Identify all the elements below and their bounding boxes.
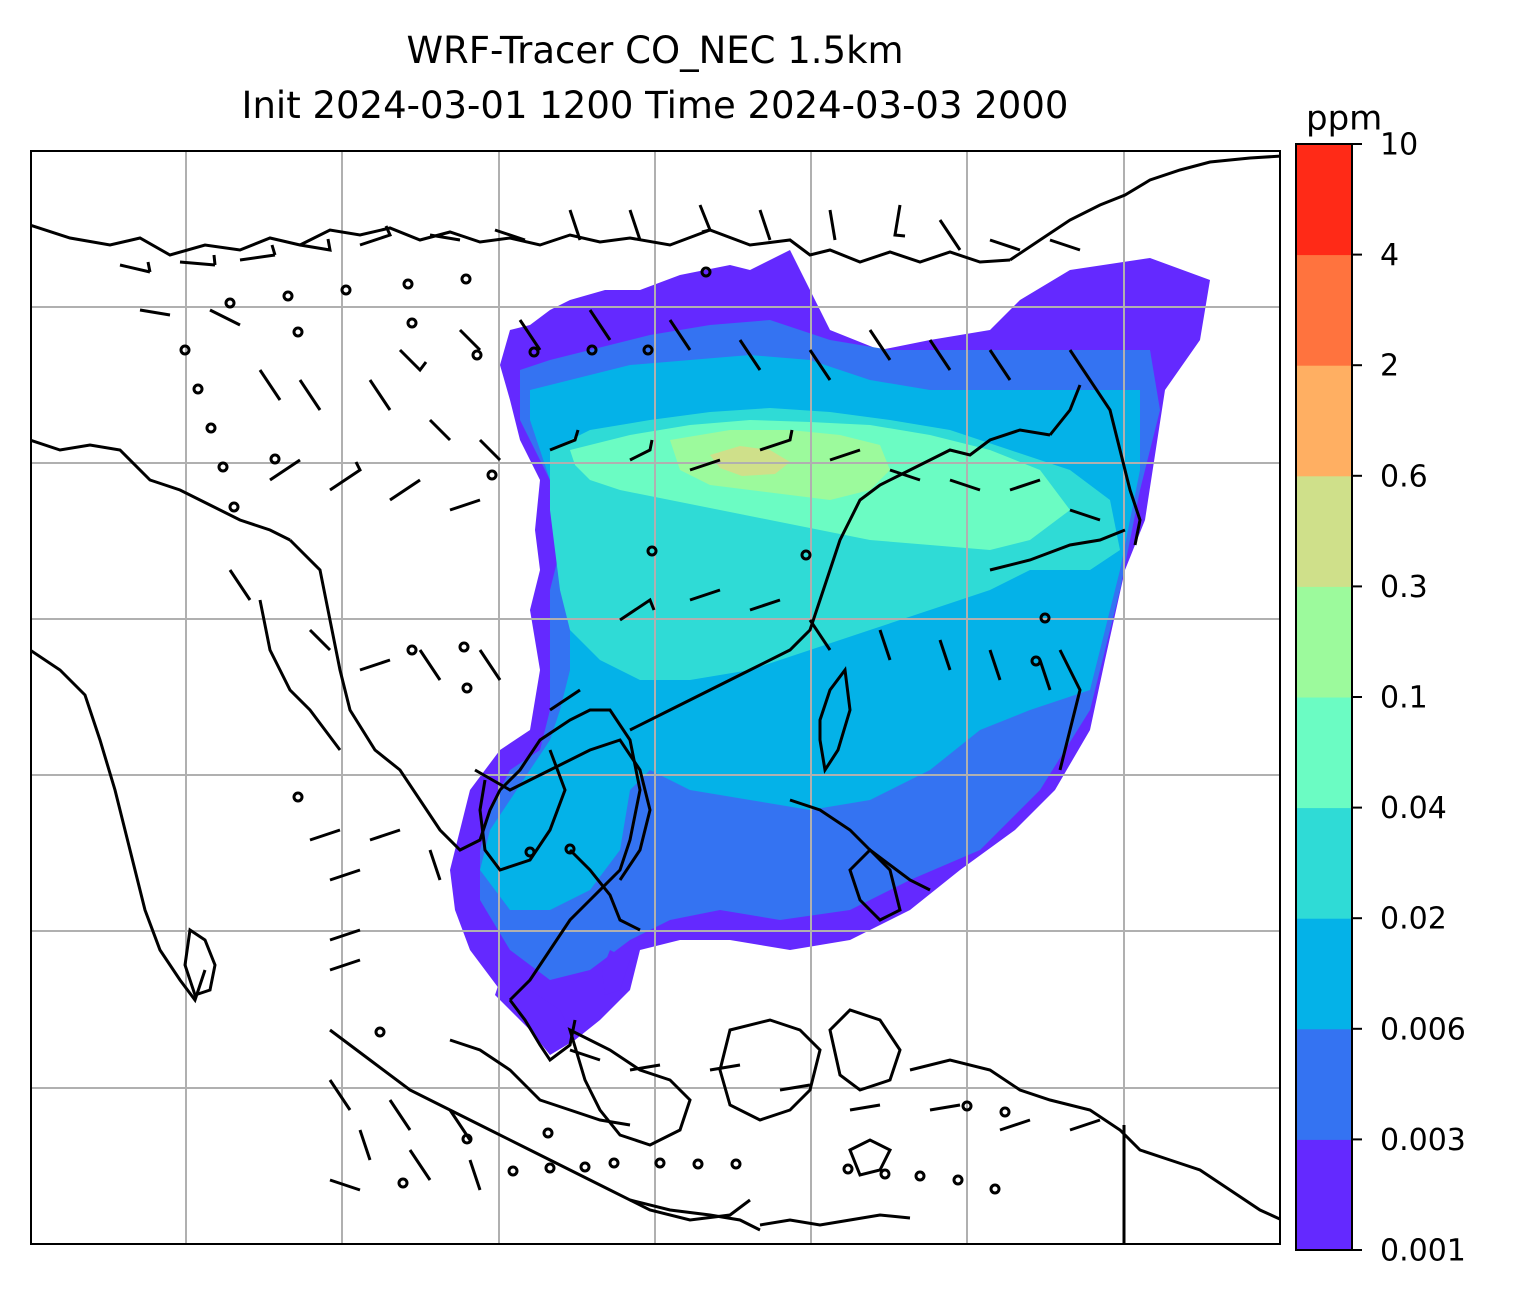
colorbar-tick-label: 0.6 [1380, 459, 1428, 494]
tracer-0.3 [710, 446, 790, 476]
colorbar-segment [1296, 475, 1352, 587]
map-frame [30, 150, 1281, 1245]
colorbar-segment [1296, 918, 1352, 1030]
gridlines [30, 150, 1280, 1244]
colorbar-tick-label: 0.006 [1380, 1012, 1466, 1047]
colorbar-tick-label: 10 [1380, 128, 1418, 163]
colorbar-segment [1296, 254, 1352, 366]
colorbar-tick-label: 0.02 [1380, 902, 1447, 937]
colorbar-segment [1296, 365, 1352, 477]
colorbar-tick-label: 2 [1380, 349, 1399, 384]
colorbar-segment [1296, 807, 1352, 919]
tracer-field [450, 250, 1210, 1055]
tracer-south-patch-2 [602, 950, 630, 995]
colorbar-segment [1296, 144, 1352, 256]
colorbar: ppm 0.001 0.003 0.006 0.02 0.04 0.1 0.3 0.6 2 4 10 [1295, 100, 1466, 1269]
map-panel [30, 150, 1281, 1245]
colorbar-unit-label: ppm [1306, 100, 1382, 139]
coastlines [30, 154, 1280, 1244]
colorbar-tick-label: 0.001 [1380, 1234, 1466, 1269]
colorbar-tick-label: 0.1 [1380, 681, 1428, 716]
figure-subtitle: Init 2024-03-01 1200 Time 2024-03-03 200… [241, 84, 1069, 127]
colorbar-tick-label: 0.3 [1380, 570, 1428, 605]
colorbar-frame [1295, 143, 1353, 1251]
colorbar-ticks: 0.001 0.003 0.006 0.02 0.04 0.1 0.3 0.6 2 4 10 [1352, 128, 1466, 1269]
colorbar-segment [1296, 586, 1352, 698]
colorbar-segment [1296, 697, 1352, 809]
colorbar-segment [1296, 1028, 1352, 1140]
colorbar-segment [1296, 1139, 1352, 1251]
colorbar-tick-label: 0.04 [1380, 791, 1447, 826]
tracer-south-patch [495, 980, 575, 1055]
colorbar-segments [1296, 144, 1352, 1251]
figure-title: WRF-Tracer CO_NEC 1.5km [406, 29, 904, 72]
colorbar-tick-label: 0.003 [1380, 1123, 1466, 1158]
wind-barbs [119, 204, 1101, 1192]
calm-wind-markers [179, 266, 1051, 1195]
colorbar-tick-label: 4 [1380, 238, 1399, 273]
